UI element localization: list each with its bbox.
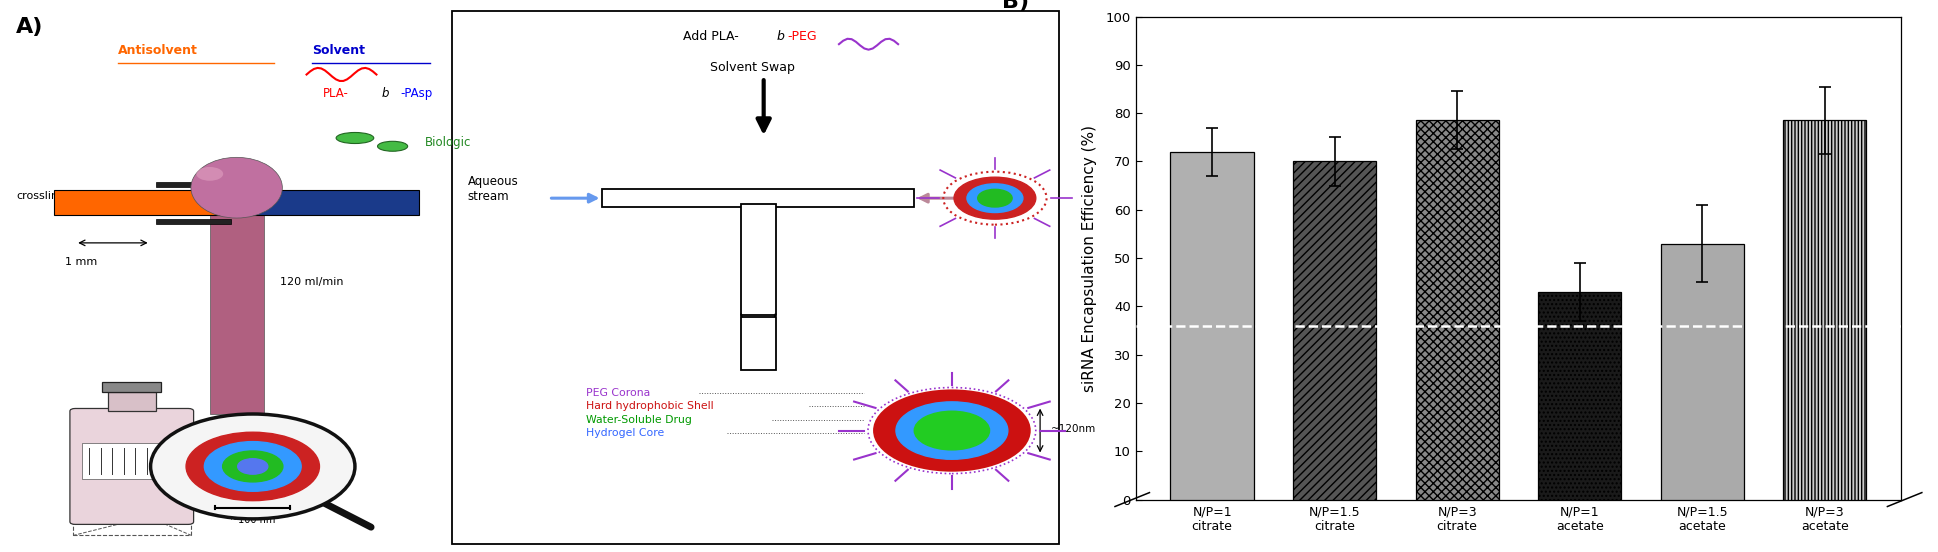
Text: -PAsp: -PAsp <box>399 87 432 100</box>
Circle shape <box>895 402 1008 459</box>
Bar <box>1783 120 1866 500</box>
Bar <box>1661 243 1744 500</box>
Text: Biologic: Biologic <box>424 136 471 149</box>
FancyBboxPatch shape <box>155 182 231 187</box>
Text: ~100 nm: ~100 nm <box>231 515 275 525</box>
Ellipse shape <box>192 157 283 218</box>
FancyBboxPatch shape <box>740 204 775 315</box>
Circle shape <box>151 414 355 519</box>
Text: B): B) <box>1002 0 1029 12</box>
FancyBboxPatch shape <box>70 408 194 524</box>
Text: b: b <box>382 87 390 100</box>
Bar <box>1293 162 1376 500</box>
Text: Hard hydrophobic Shell: Hard hydrophobic Shell <box>585 401 713 411</box>
Bar <box>1415 120 1498 500</box>
Text: 120 ml/min: 120 ml/min <box>279 277 343 286</box>
Circle shape <box>238 459 267 474</box>
Text: Antisolvent: Antisolvent <box>118 44 198 57</box>
Circle shape <box>203 442 300 491</box>
FancyBboxPatch shape <box>109 392 155 411</box>
Ellipse shape <box>335 132 374 144</box>
FancyBboxPatch shape <box>227 190 419 215</box>
Text: Hydrogel Core: Hydrogel Core <box>585 428 665 438</box>
Text: ~120nm: ~120nm <box>1050 424 1097 434</box>
Circle shape <box>967 184 1023 213</box>
Circle shape <box>915 411 990 450</box>
Text: Add PLA-: Add PLA- <box>682 30 738 44</box>
FancyBboxPatch shape <box>603 189 915 207</box>
Circle shape <box>186 432 320 501</box>
Text: 1 mm: 1 mm <box>64 257 97 267</box>
FancyBboxPatch shape <box>209 199 264 414</box>
Text: Solvent: Solvent <box>312 44 364 57</box>
FancyBboxPatch shape <box>81 443 180 479</box>
Bar <box>1171 152 1254 500</box>
Circle shape <box>977 189 1012 207</box>
Circle shape <box>874 391 1029 470</box>
Ellipse shape <box>378 141 407 151</box>
Y-axis label: siRNA Encapsulation Efficiency (%): siRNA Encapsulation Efficiency (%) <box>1081 125 1097 391</box>
FancyBboxPatch shape <box>54 190 227 215</box>
Ellipse shape <box>196 167 223 181</box>
Text: b: b <box>777 30 785 44</box>
FancyBboxPatch shape <box>452 11 1060 544</box>
Text: Water-Soluble Drug: Water-Soluble Drug <box>585 415 692 424</box>
Circle shape <box>953 177 1035 219</box>
FancyBboxPatch shape <box>103 382 161 392</box>
Text: -PEG: -PEG <box>787 30 818 44</box>
Text: crosslinker: crosslinker <box>16 191 76 201</box>
Text: Aqueous
stream: Aqueous stream <box>467 175 519 203</box>
Bar <box>1539 292 1622 500</box>
Text: PLA-: PLA- <box>324 87 349 100</box>
Text: Solvent Swap: Solvent Swap <box>709 61 795 74</box>
FancyBboxPatch shape <box>155 219 231 224</box>
Circle shape <box>223 451 283 482</box>
FancyBboxPatch shape <box>740 317 775 370</box>
Text: PEG Corona: PEG Corona <box>585 388 651 398</box>
Text: A): A) <box>16 17 43 36</box>
